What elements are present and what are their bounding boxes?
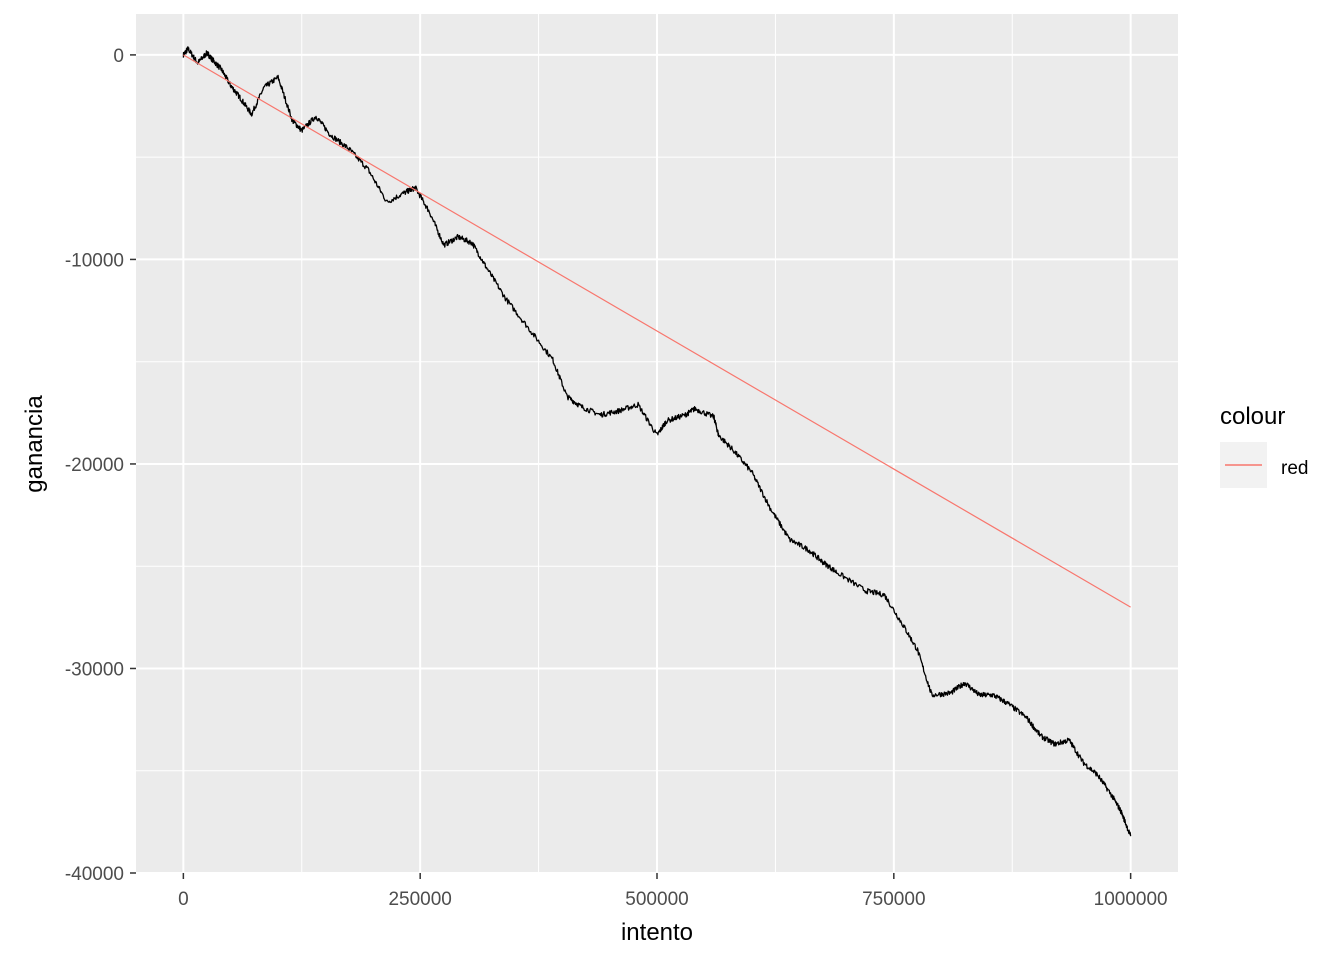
- x-axis-title: intento: [621, 919, 693, 946]
- y-tick-label: -20000: [65, 455, 124, 476]
- axes-layer: 0 250000 500000 750000 1000000 0 -10000 -20000 -…: [65, 46, 1168, 910]
- y-tick-label: 0: [113, 46, 124, 67]
- x-tick-label: 750000: [862, 889, 925, 910]
- series-line-ganancia: [182, 46, 1132, 837]
- y-tick-label: -40000: [65, 864, 124, 885]
- x-tick-label: 500000: [625, 889, 688, 910]
- grid-lines: [136, 14, 1178, 874]
- y-tick-label: -10000: [65, 250, 124, 271]
- legend-title: colour: [1220, 403, 1285, 430]
- series-layer: [182, 46, 1132, 837]
- series-line-red: [183, 54, 1131, 608]
- y-tick-label: -30000: [65, 659, 124, 680]
- legend-label-red: red: [1281, 458, 1308, 479]
- legend: colour red: [1220, 403, 1308, 488]
- x-tick-label: 250000: [388, 889, 451, 910]
- x-tick-label: 1000000: [1094, 889, 1168, 910]
- x-tick-label: 0: [178, 889, 189, 910]
- y-axis-title: ganancia: [21, 395, 48, 493]
